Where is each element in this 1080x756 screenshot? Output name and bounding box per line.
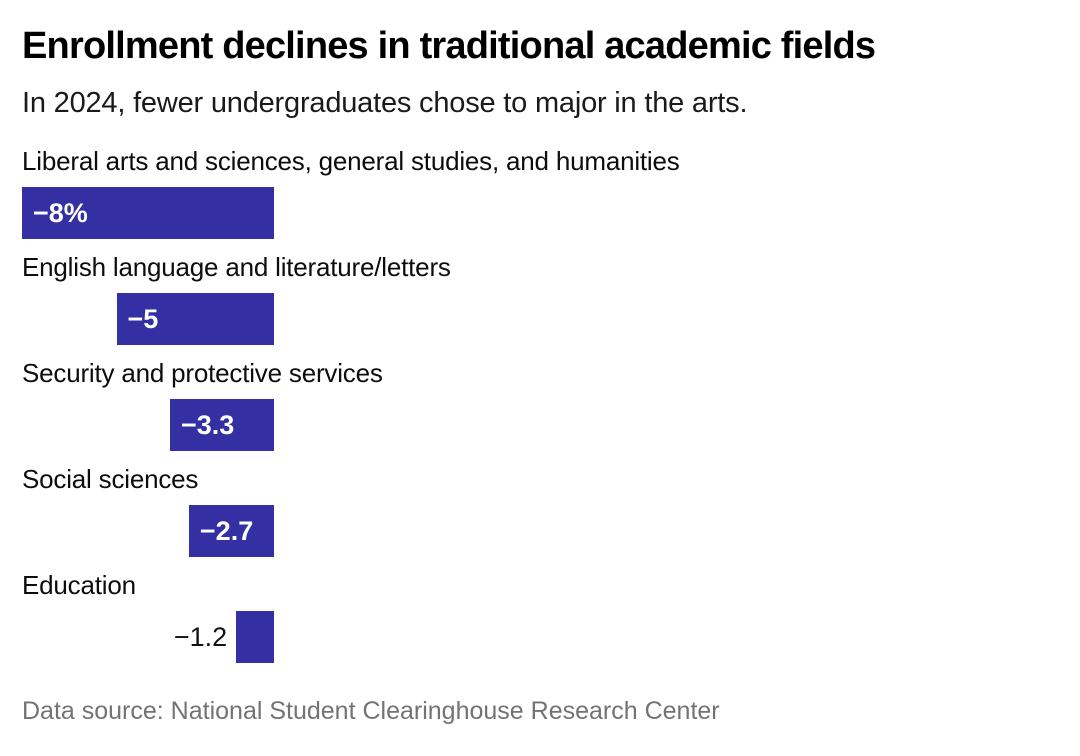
data-source-note: Data source: National Student Clearingho…: [22, 697, 720, 725]
category-label: English language and literature/letters: [22, 252, 451, 282]
value-label: −1.2: [173, 621, 228, 652]
value-label: −3.3: [181, 409, 235, 440]
bar-track: −8%: [22, 187, 274, 239]
value-label: −2.7: [199, 515, 254, 546]
chart-title: Enrollment declines in traditional acade…: [22, 25, 876, 67]
bar: [236, 611, 274, 663]
bar-track: −2.7: [22, 505, 274, 557]
bar-chart: Liberal arts and sciences, general studi…: [22, 145, 1058, 663]
value-label: −8%: [33, 197, 88, 228]
bar-track: −3.3: [22, 399, 274, 451]
chart-subtitle: In 2024, fewer undergraduates chose to m…: [22, 87, 748, 119]
bar-row: Liberal arts and sciences, general studi…: [22, 145, 1058, 239]
category-label: Social sciences: [22, 464, 199, 494]
bar: −5: [116, 293, 274, 345]
bar-row: Security and protective services −3.3: [22, 357, 1058, 451]
bar: −8%: [22, 187, 274, 239]
category-label: Liberal arts and sciences, general studi…: [22, 146, 680, 176]
value-label: −5: [127, 303, 159, 334]
bar-track: −1.2: [22, 611, 274, 663]
bar-row: Education −1.2: [22, 569, 1058, 663]
bar-track: −5: [22, 293, 274, 345]
bar-row: English language and literature/letters −…: [22, 251, 1058, 345]
category-label: Education: [22, 570, 136, 600]
bar: −3.3: [170, 399, 274, 451]
bar: −2.7: [188, 505, 274, 557]
bar-row: Social sciences −2.7: [22, 463, 1058, 557]
category-label: Security and protective services: [22, 358, 383, 388]
